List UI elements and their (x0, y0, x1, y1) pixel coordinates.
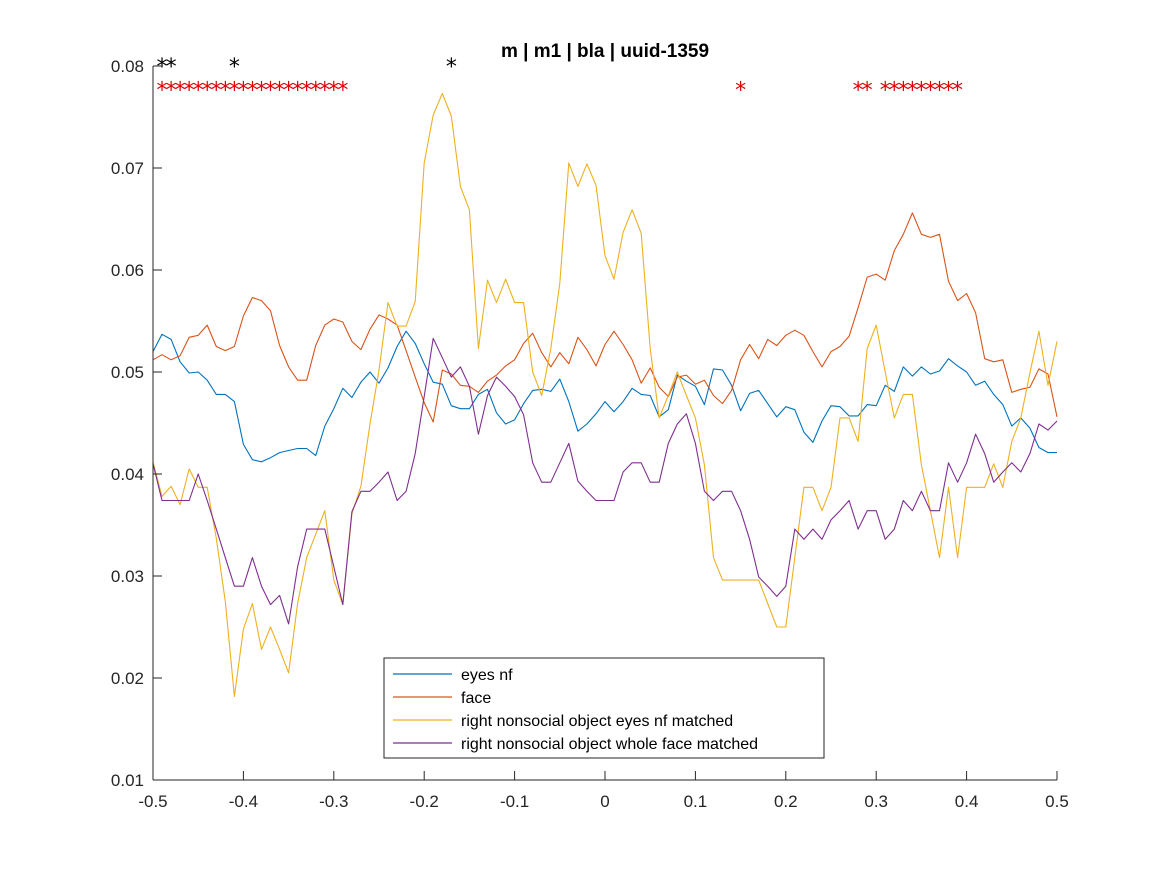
significance-marker-2-5: * (193, 78, 204, 103)
significance-marker-2-10: * (238, 78, 249, 103)
significance-marker-2-12: * (256, 78, 267, 103)
legend-label-3: right nonsocial object eyes nf matched (461, 713, 733, 730)
significance-marker-2-28: * (907, 78, 918, 103)
x-tick-label: 0.1 (684, 792, 708, 811)
y-tick-label: 0.04 (111, 465, 144, 484)
significance-marker-2-22: * (735, 78, 746, 103)
x-tick-label: 0.2 (774, 792, 798, 811)
y-tick-label: 0.07 (111, 159, 144, 178)
significance-marker-2-32: * (943, 78, 954, 103)
significance-marker-2-9: * (229, 78, 240, 103)
y-tick-label: 0.05 (111, 363, 144, 382)
series-layer (152, 92, 1058, 697)
significance-marker-2-7: * (211, 78, 222, 103)
significance-marker-2-24: * (862, 78, 873, 103)
significance-marker-1-1: * (157, 55, 168, 80)
significance-markers: ** * ********************** * ** ********* (157, 55, 964, 103)
legend: eyes nf face right nonsocial object eyes n… (383, 657, 825, 759)
x-tick-label: -0.5 (138, 792, 167, 811)
y-tick-label: 0.08 (111, 57, 144, 76)
significance-marker-2-17: * (301, 78, 312, 103)
significance-marker-2-19: * (319, 78, 330, 103)
x-tick-label: -0.3 (319, 792, 348, 811)
legend-label-1: eyes nf (461, 667, 513, 684)
chart-title: m | m1 | bla | uuid-1359 (501, 41, 709, 62)
series-line-4 (152, 337, 1058, 625)
legend-box (383, 657, 825, 759)
x-tick-label: -0.2 (410, 792, 439, 811)
significance-marker-2-16: * (292, 78, 303, 103)
significance-marker-2-25: * (880, 78, 891, 103)
x-tick-label: 0.4 (955, 792, 979, 811)
significance-marker-2-4: * (184, 78, 195, 103)
significance-marker-2-11: * (247, 78, 258, 103)
series-line-2 (152, 212, 1058, 423)
significance-marker-2-3: * (175, 78, 186, 103)
y-tick-label: 0.03 (111, 567, 144, 586)
series-line-3 (152, 92, 1058, 697)
x-tick-label: 0.3 (864, 792, 888, 811)
significance-marker-2-31: * (934, 78, 945, 103)
significance-marker-1-4: * (446, 55, 457, 80)
x-tick-label: -0.4 (229, 792, 258, 811)
significance-marker-1-3: * (229, 55, 240, 80)
significance-marker-2-8: * (220, 78, 231, 103)
significance-marker-2-6: * (202, 78, 213, 103)
significance-marker-2-2: * (166, 78, 177, 103)
significance-marker-2-30: * (925, 78, 936, 103)
y-tick-label: 0.01 (111, 771, 144, 790)
significance-marker-2-26: * (889, 78, 900, 103)
y-ticks: 0.01 0.02 0.03 0.04 0.05 0.06 0.07 0.08 (111, 57, 162, 790)
significance-marker-2-21: * (337, 78, 348, 103)
x-tick-label: 0 (600, 792, 609, 811)
series-line-1 (152, 330, 1057, 463)
significance-marker-2-13: * (265, 78, 276, 103)
significance-marker-2-23: * (853, 78, 864, 103)
significance-marker-2-27: * (898, 78, 909, 103)
legend-items: eyes nf face right nonsocial object eyes n… (393, 667, 758, 753)
significance-marker-1-2: * (166, 55, 177, 80)
significance-marker-2-1: * (157, 78, 168, 103)
significance-marker-2-18: * (310, 78, 321, 103)
significance-marker-2-33: * (952, 78, 963, 103)
y-tick-label: 0.02 (111, 669, 144, 688)
significance-marker-2-20: * (328, 78, 339, 103)
x-ticks: -0.5 -0.4 -0.3 -0.2 -0.1 0 0.1 0.2 0.3 0.4 0.5 (138, 771, 1069, 811)
significance-marker-2-29: * (916, 78, 927, 103)
x-tick-label: -0.1 (500, 792, 529, 811)
legend-label-2: face (461, 690, 491, 707)
legend-label-4: right nonsocial object whole face matche… (461, 736, 758, 753)
y-tick-label: 0.06 (111, 261, 144, 280)
x-tick-label: 0.5 (1045, 792, 1069, 811)
significance-marker-2-15: * (283, 78, 294, 103)
significance-marker-2-14: * (274, 78, 285, 103)
